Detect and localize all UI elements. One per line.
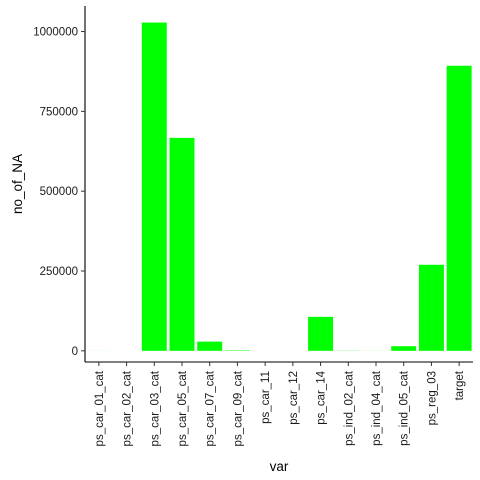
y-tick-label: 250000 — [40, 266, 78, 278]
x-ticks-group: ps_car_01_cat ps_car_02_cat ps_car_03_cat p… — [94, 362, 466, 446]
x-tick-label: ps_ind_05_cat — [399, 370, 411, 446]
x-tick-label: ps_reg_03 — [426, 371, 438, 425]
y-axis-title: no_of_NA — [10, 154, 25, 214]
x-axis-title: var — [270, 459, 289, 474]
bar-ps_car_03_cat — [141, 22, 167, 351]
x-tick-label: ps_ind_02_cat — [343, 370, 355, 446]
y-tick-label: 500000 — [40, 186, 78, 198]
bar-ps_ind_05_cat — [391, 346, 417, 351]
x-tick-label: ps_car_12 — [288, 371, 300, 425]
bar-ps_reg_03 — [418, 264, 444, 351]
x-tick-label: ps_car_07_cat — [205, 370, 217, 446]
x-tick-label: ps_car_09_cat — [232, 370, 244, 446]
bar-ps_car_05_cat — [169, 137, 195, 351]
x-tick-label: ps_car_03_cat — [149, 370, 161, 446]
y-ticks-group: 0 250000 500000 750000 1000000 — [33, 27, 85, 358]
bars-group — [86, 22, 472, 351]
x-tick-label: ps_car_14 — [316, 370, 328, 424]
x-tick-label: ps_car_02_cat — [122, 370, 134, 446]
y-tick-label: 750000 — [40, 106, 78, 118]
x-tick-label: ps_car_01_cat — [94, 370, 106, 446]
bar-target — [446, 65, 472, 351]
x-tick-label: target — [454, 370, 466, 400]
bar-ps_car_14 — [308, 316, 334, 351]
bar-ps_car_07_cat — [197, 341, 223, 351]
x-tick-label: ps_car_05_cat — [177, 370, 189, 446]
x-tick-label: ps_car_11 — [260, 371, 272, 424]
y-tick-label: 1000000 — [33, 27, 78, 39]
y-tick-label: 0 — [72, 346, 78, 358]
x-tick-label: ps_ind_04_cat — [371, 370, 383, 446]
